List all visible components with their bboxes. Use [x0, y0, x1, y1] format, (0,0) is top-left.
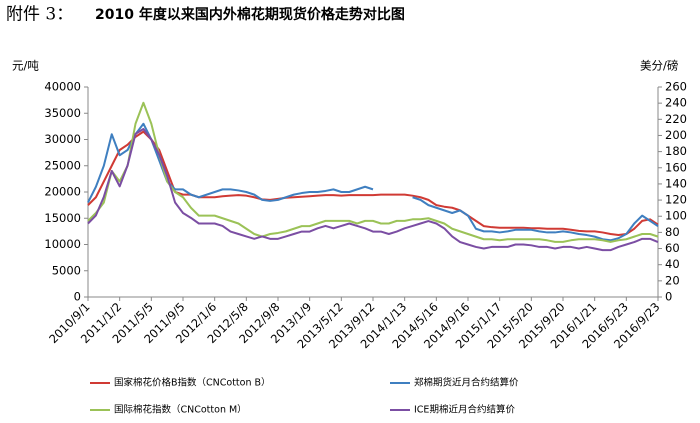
y2-tick-label: 160 — [665, 160, 687, 174]
y2-tick-label: 100 — [665, 209, 687, 223]
y2-tick-label: 20 — [665, 273, 680, 287]
series-line — [87, 122, 659, 242]
y2-tick-label: 40 — [665, 257, 680, 271]
y2-tick-label: 180 — [665, 144, 687, 158]
y-tick-label: 0 — [74, 290, 81, 304]
y-tick-label: 25000 — [44, 158, 81, 172]
y-tick-label: 40000 — [44, 80, 81, 94]
y-axis-label: 元/吨 — [12, 59, 39, 73]
legend-label: ICE期棉近月合约结算价 — [414, 404, 515, 416]
y2-tick-label: 60 — [665, 241, 680, 255]
series-line — [87, 101, 659, 243]
chart-title: 2010 年度以来国内外棉花期现货价格走势对比图 — [95, 6, 405, 23]
y2-tick-label: 80 — [665, 225, 680, 239]
legend-label: 国际棉花指数（CNCotton M） — [114, 404, 247, 416]
y2-tick-label: 120 — [665, 193, 687, 207]
y-tick-label: 35000 — [44, 106, 81, 120]
y-tick-label: 15000 — [44, 211, 81, 225]
legend-label: 郑棉期货近月合约结算价 — [414, 377, 519, 389]
y2-tick-label: 220 — [665, 112, 687, 126]
y2-tick-label: 260 — [665, 80, 687, 94]
series-line — [87, 128, 659, 252]
y2-tick-label: 240 — [665, 96, 687, 110]
series-line — [87, 130, 659, 237]
y-tick-label: 5000 — [52, 263, 81, 277]
y2-axis-label: 美分/磅 — [640, 59, 678, 73]
y2-tick-label: 0 — [665, 290, 672, 304]
y2-tick-label: 140 — [665, 176, 687, 190]
y2-tick-label: 200 — [665, 128, 687, 142]
legend-label: 国家棉花价格B指数（CNCotton B） — [114, 377, 271, 389]
y-tick-label: 30000 — [44, 132, 81, 146]
chart-label: 附件 3： — [6, 5, 73, 25]
y-tick-label: 10000 — [44, 237, 81, 251]
y-tick-label: 20000 — [44, 185, 81, 199]
